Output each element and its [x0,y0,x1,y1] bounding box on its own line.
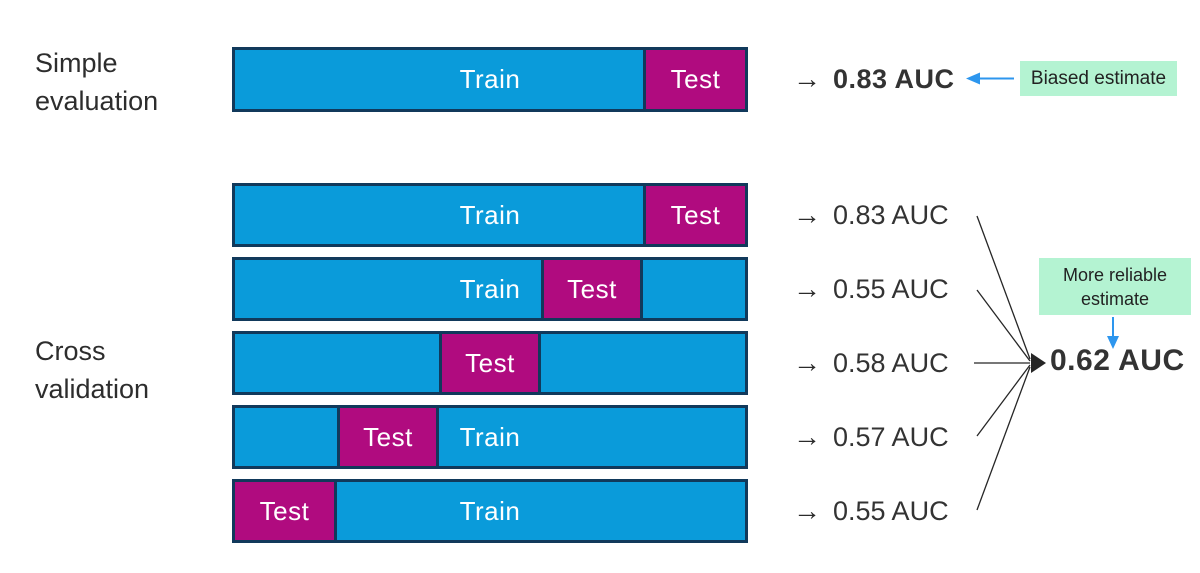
fan-arrowhead-icon [1031,353,1046,373]
right-arrow-glyph: → [793,199,821,230]
test-segment: Test [643,186,745,244]
train-segment-label: Train [459,199,521,230]
test-segment: Test [643,50,745,109]
right-arrow-glyph: → [793,347,821,378]
test-segment-label: Test [670,199,721,230]
right-arrow-glyph: → [793,495,821,526]
auc-value-aggregate: 0.62 AUC [1050,344,1185,377]
auc-value-fold-3: 0.58 AUC [833,347,949,378]
test-segment-label: Test [567,273,617,304]
fan-line-4 [976,364,1031,437]
bar-cv-fold-1: Train Test [232,183,748,247]
bar-simple-evaluation: Train Test [232,47,748,112]
auc-result-fold-2: → 0.55 AUC [793,271,949,307]
simple-evaluation-label: Simple evaluation [35,48,159,116]
auc-result-fold-4: → 0.57 AUC [793,419,949,455]
cross-validation-label: Cross validation [35,336,150,404]
auc-value-fold-2: 0.55 AUC [833,273,949,304]
fan-line-1 [976,215,1031,360]
auc-result-fold-5: → 0.55 AUC [793,493,949,529]
train-segment-label: Train [459,421,521,452]
auc-value-fold-1: 0.83 AUC [833,199,949,230]
test-segment: Test [439,334,541,392]
test-segment-label: Test [259,495,310,526]
train-segment-label: Train [459,273,521,304]
auc-result-fold-1: → 0.83 AUC [793,197,949,233]
biased-arrowhead-icon [966,72,980,85]
bar-cv-fold-2: Train Test [232,257,748,321]
bar-cv-fold-5: Train Test [232,479,748,543]
bar-cv-fold-3: Test [232,331,748,395]
auc-result-fold-3: → 0.58 AUC [793,345,949,381]
right-arrow-glyph: → [793,273,821,304]
right-arrow-glyph: → [793,63,821,94]
auc-value-fold-5: 0.55 AUC [833,495,949,526]
train-segment-label: Train [459,64,521,94]
bar-cv-fold-4: Train Test [232,405,748,469]
test-segment-label: Test [465,347,515,378]
train-segment-label: Train [459,495,521,526]
fan-line-5 [976,366,1031,511]
auc-value-simple: 0.83 AUC [833,63,955,94]
test-segment: Test [541,260,643,318]
biased-estimate-note: Biased estimate [1020,61,1177,96]
auc-value-fold-4: 0.57 AUC [833,421,949,452]
test-segment-label: Test [670,64,721,94]
right-arrow-glyph: → [793,421,821,452]
auc-result-simple: → 0.83 AUC [793,61,955,97]
fan-line-2 [976,289,1031,362]
test-segment: Test [235,482,337,540]
test-segment-label: Test [363,421,413,452]
more-reliable-estimate-note: More reliable estimate [1039,258,1191,315]
test-segment: Test [337,408,439,466]
